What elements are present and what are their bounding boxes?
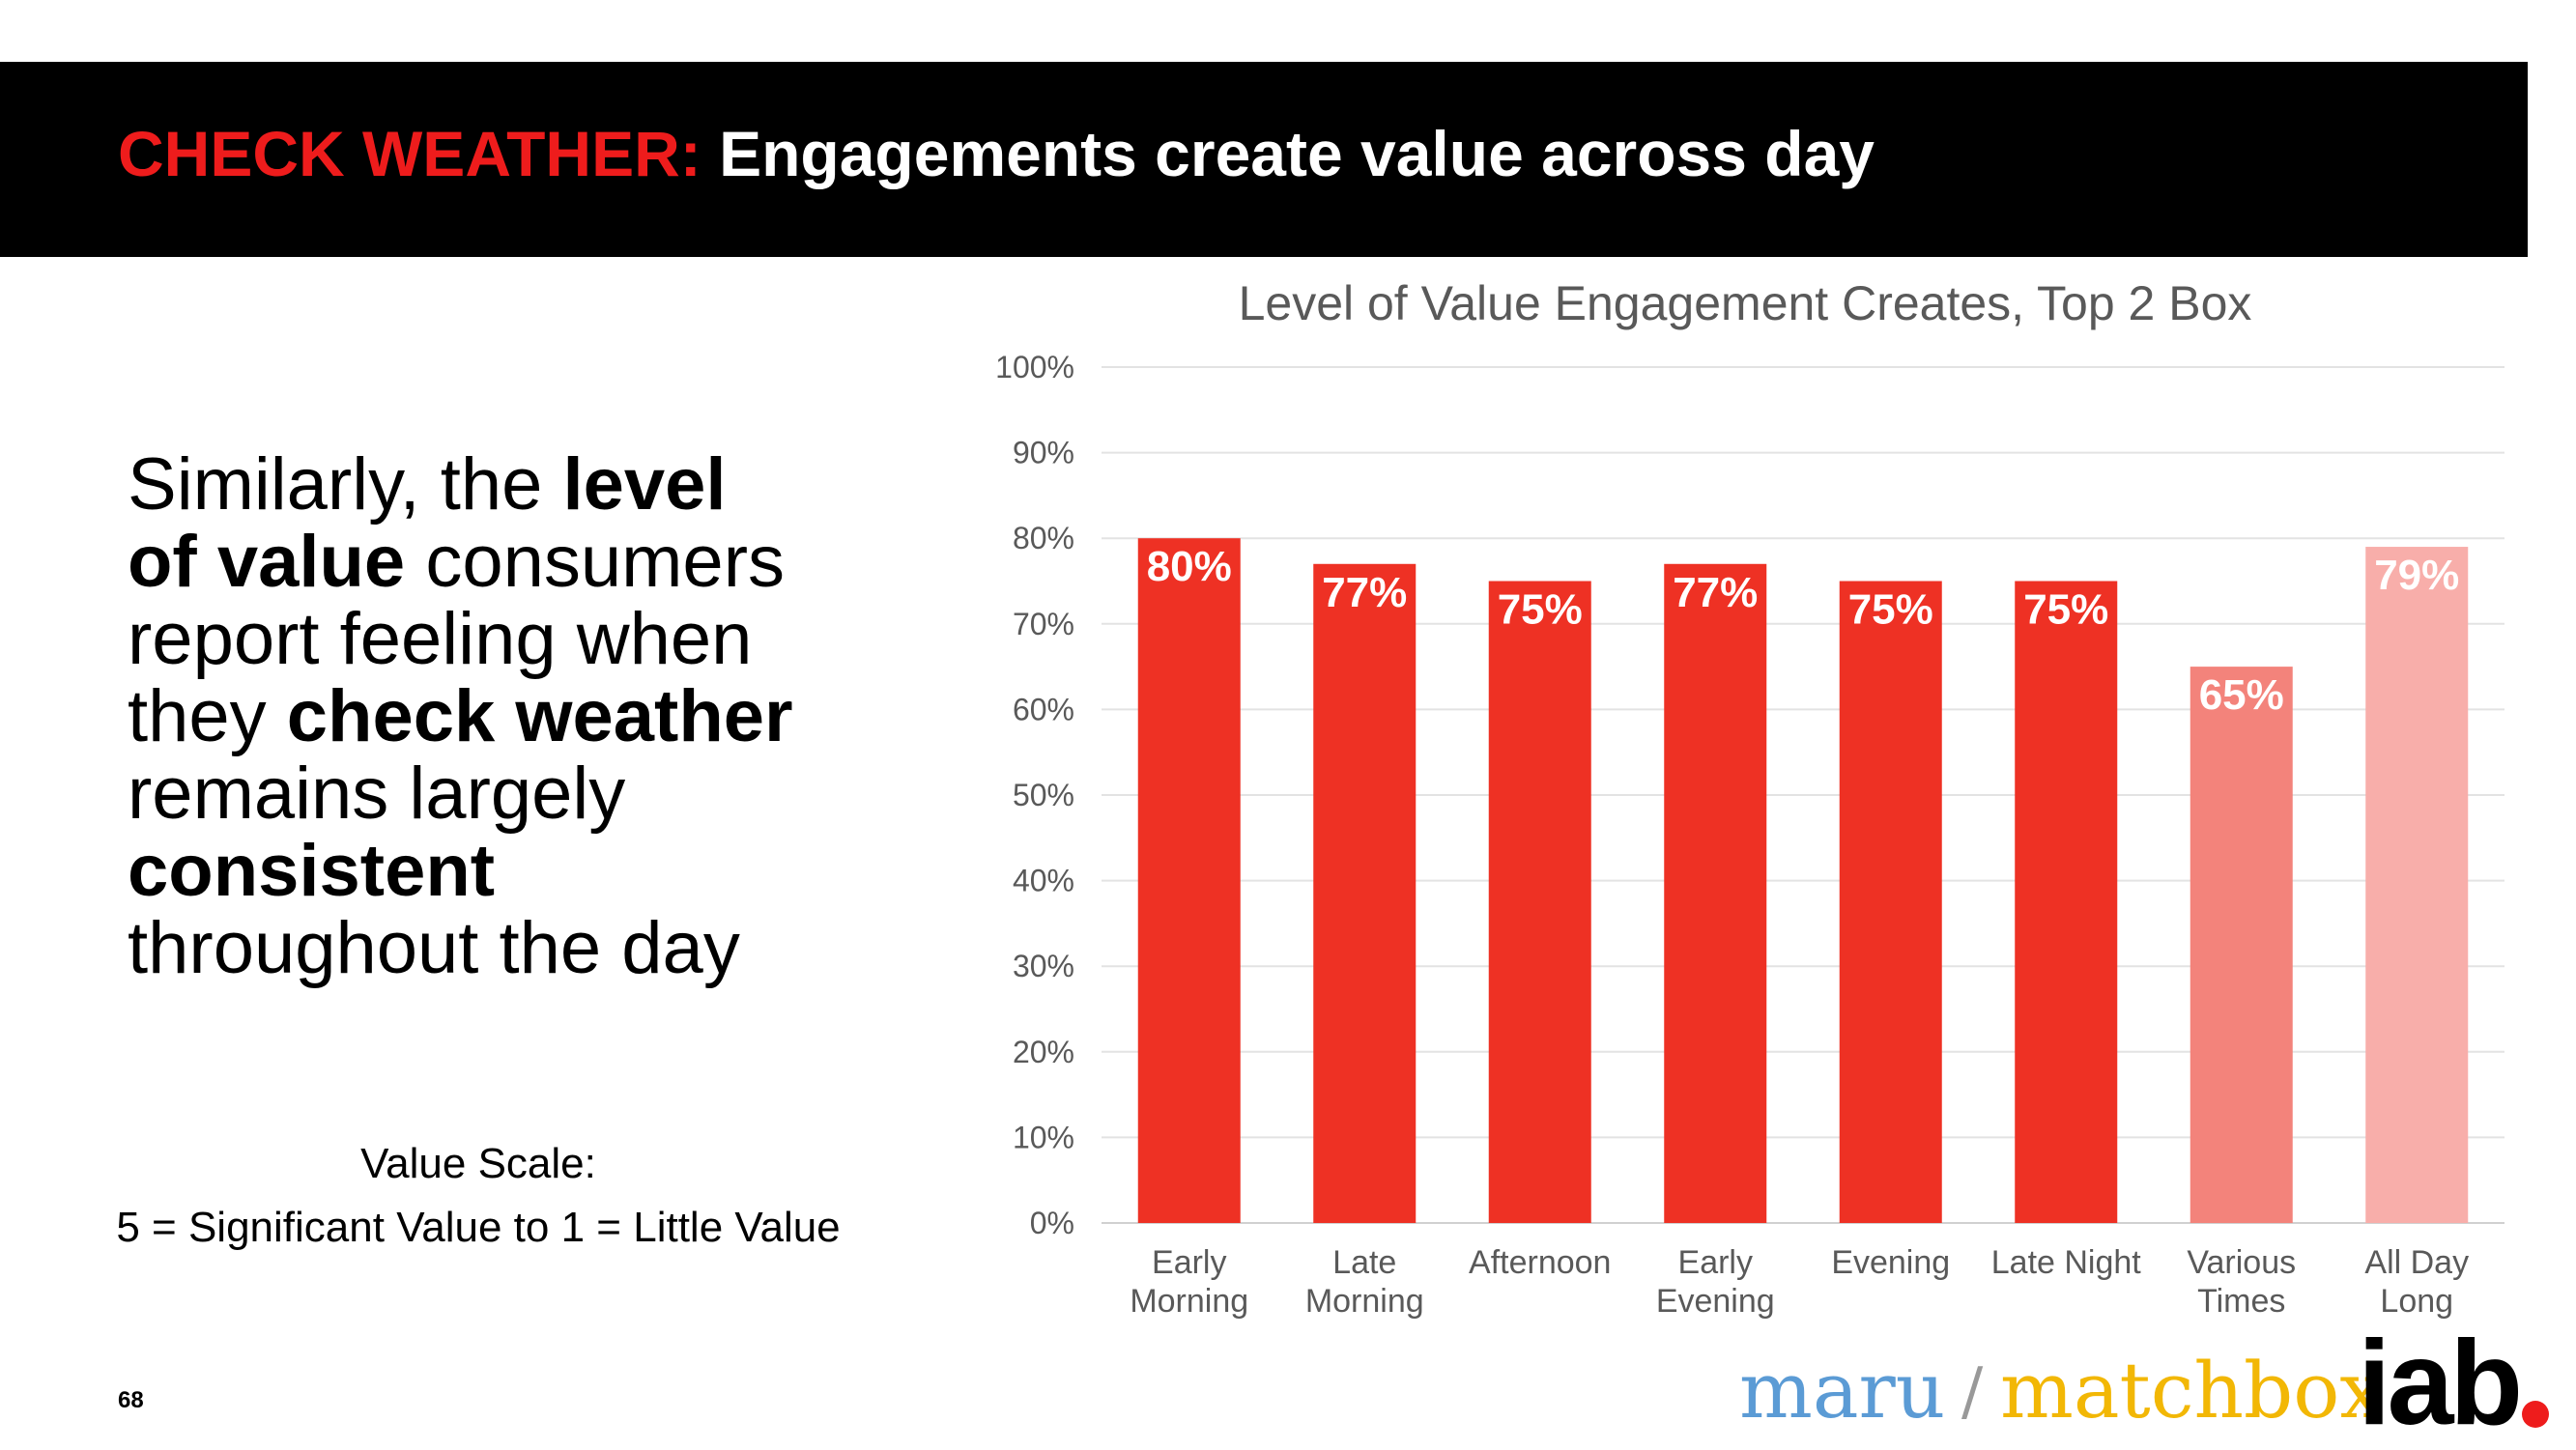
body-text-1: Similarly, the [128, 443, 563, 526]
y-tick-label: 40% [1013, 864, 1074, 898]
chart-title: Level of Value Engagement Creates, Top 2… [1239, 276, 2252, 330]
data-label: 65% [2199, 671, 2284, 719]
category-label-line: Late [1332, 1244, 1396, 1281]
grid-lines [1102, 366, 2504, 1224]
y-tick-label: 80% [1013, 521, 1074, 555]
category-label-line: Long [2380, 1283, 2453, 1320]
category-label-line: Evening [1656, 1283, 1775, 1320]
category-label: Late Morning [1305, 1244, 1424, 1320]
y-tick-label: 100% [995, 350, 1074, 384]
body-text-6: throughout the day [128, 907, 740, 989]
category-label: Various Times [2187, 1244, 2296, 1320]
category-label-line: Evening [1831, 1244, 1950, 1281]
y-tick-label: 60% [1013, 692, 1074, 726]
category-label: Afternoon [1469, 1244, 1611, 1281]
page-number: 68 [118, 1387, 144, 1413]
maru-logo: maru [1739, 1346, 1946, 1436]
data-label: 80% [1147, 543, 1232, 590]
data-label: 75% [2023, 586, 2108, 634]
category-label: Early Morning [1130, 1244, 1248, 1320]
category-label-line: Various [2187, 1244, 2296, 1281]
category-label: Early Evening [1656, 1244, 1775, 1320]
category-label-line: Afternoon [1469, 1244, 1611, 1281]
iab-logo-dot [2522, 1401, 2549, 1428]
matchbox-logo: matchbox [2000, 1346, 2384, 1436]
body-bold-check-weather: check weather [286, 675, 793, 757]
category-label-line: All Day [2364, 1244, 2469, 1281]
y-tick-label: 10% [1013, 1120, 1074, 1154]
y-tick-label: 90% [1013, 436, 1074, 470]
bar [2190, 667, 2293, 1223]
category-label-line: Late Night [1991, 1244, 2142, 1281]
bar [1137, 538, 1241, 1223]
bar [2365, 547, 2469, 1223]
category-label: Evening [1831, 1244, 1950, 1281]
title-main: Engagements create value across day [701, 118, 1875, 189]
y-tick-label: 30% [1013, 949, 1074, 983]
bar [2015, 581, 2118, 1223]
iab-logo: iab [2358, 1317, 2523, 1450]
y-tick-label: 20% [1013, 1035, 1074, 1069]
body-bold-level: level [562, 443, 727, 526]
body-text-3: report feeling when [128, 598, 753, 680]
y-tick-label: 50% [1013, 778, 1074, 812]
header-bar [0, 62, 2528, 257]
category-label-line: Morning [1305, 1283, 1424, 1320]
body-statement: Similarly, the level of value consumers … [128, 446, 920, 987]
y-axis-ticks: 0% 10% 20% 30% 40% 50% 60% 70% 80% 90% 100% [995, 350, 1074, 1240]
logo-slash: / [1961, 1354, 1984, 1429]
body-bold-of-value: of value [128, 521, 406, 603]
category-label: Late Night [1991, 1244, 2142, 1281]
category-label: All Day Long [2364, 1244, 2469, 1320]
title-accent: CHECK WEATHER: [118, 118, 701, 189]
data-labels: 80% 77% 75% 77% 75% 75% 65% 79% [1147, 543, 2460, 719]
data-label: 75% [1848, 586, 1933, 634]
data-label: 75% [1498, 586, 1583, 634]
y-tick-label: 0% [1030, 1206, 1074, 1240]
category-label-line: Morning [1130, 1283, 1248, 1320]
bar [1664, 563, 1767, 1223]
category-label-line: Early [1152, 1244, 1226, 1281]
bars [1137, 538, 2469, 1223]
body-text-2: consumers [405, 521, 786, 603]
bar [1313, 563, 1417, 1223]
body-text-5: remains largely [128, 753, 626, 835]
bar [1488, 581, 1591, 1223]
value-scale-title: Value Scale: [360, 1140, 596, 1187]
category-label-line: Early [1678, 1244, 1753, 1281]
body-bold-consistent: consistent [128, 830, 496, 912]
value-scale-description: 5 = Significant Value to 1 = Little Valu… [116, 1204, 841, 1251]
body-text-4: they [128, 675, 287, 757]
bar [1839, 581, 1942, 1223]
slide-title: CHECK WEATHER: Engagements create value … [118, 122, 1875, 185]
partner-logos: maru / matchbox iab [1730, 1323, 2561, 1443]
data-label: 77% [1322, 569, 1407, 616]
y-tick-label: 70% [1013, 607, 1074, 641]
category-label-line: Times [2197, 1283, 2285, 1320]
data-label: 77% [1673, 569, 1758, 616]
data-label: 79% [2374, 552, 2459, 599]
